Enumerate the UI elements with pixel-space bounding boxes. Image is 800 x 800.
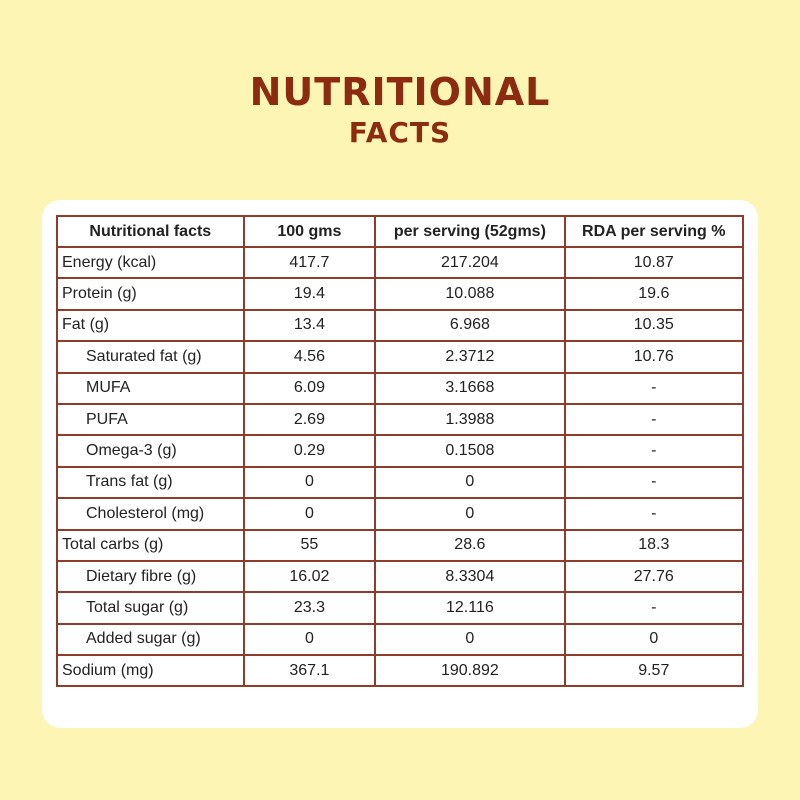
cell: 417.7	[242, 245, 377, 280]
table-row: Total carbs (g) 55 28.6 18.3	[56, 528, 745, 562]
table-row: Fat (g) 13.4 6.968 10.35	[56, 308, 745, 343]
table-row: PUFA 2.69 1.3988-	[56, 402, 745, 437]
cell: 0	[374, 465, 566, 500]
table-row: Total sugar (g) 23.3 12.116-	[56, 591, 745, 625]
cell: 0	[242, 622, 377, 657]
cell: 2.69	[242, 402, 377, 437]
header-cell: RDA per serving %	[563, 215, 745, 248]
row-label: Omega-3 (g)	[56, 434, 245, 468]
cell: 0	[374, 497, 566, 531]
cell: -	[563, 497, 745, 531]
cell: 13.4	[242, 308, 377, 343]
row-label: PUFA	[56, 402, 245, 437]
cell: 16.02	[242, 559, 377, 594]
cell: 0.1508	[374, 434, 566, 468]
cell: 10.35	[563, 308, 745, 343]
row-label: Trans fat (g)	[56, 465, 245, 500]
nutrition-table: Nutritional facts 100 gms per serving (52g…	[56, 215, 745, 688]
cell: 2.3712	[374, 340, 566, 374]
row-label: Sodium (mg)	[56, 654, 245, 688]
row-label: Energy (kcal)	[56, 245, 245, 280]
subtitle: FACTS	[348, 116, 452, 149]
cell: 0	[242, 497, 377, 531]
cell: 28.6	[374, 528, 566, 562]
table-row: Trans fat (g) 0 0-	[56, 465, 745, 500]
table-body: Energy (kcal) 417.7 217.204 10.87 Protein (g…	[56, 245, 745, 688]
cell: -	[563, 465, 745, 500]
table-row: Dietary fibre (g) 16.02 8.3304 27.76	[56, 559, 745, 594]
cell: 55	[242, 528, 377, 562]
cell: 12.116	[374, 591, 566, 625]
row-label: Fat (g)	[56, 308, 245, 343]
cell: 10.76	[563, 340, 745, 374]
cell: 10.87	[563, 245, 745, 280]
cell: 190.892	[374, 654, 566, 688]
cell: -	[563, 402, 745, 437]
row-label: Protein (g)	[56, 277, 245, 311]
table-row: Saturated fat (g) 4.56 2.3712 10.76	[56, 340, 745, 374]
cell: 367.1	[242, 654, 377, 688]
cell: 1.3988	[374, 402, 566, 437]
cell: 4.56	[242, 340, 377, 374]
cell: 6.968	[374, 308, 566, 343]
table-row: Protein (g) 19.4 10.088 19.6	[56, 277, 745, 311]
cell: 23.3	[242, 591, 377, 625]
row-label: MUFA	[56, 371, 245, 405]
cell: 6.09	[242, 371, 377, 405]
cell: 19.4	[242, 277, 377, 311]
cell: 8.3304	[374, 559, 566, 594]
row-label: Added sugar (g)	[56, 622, 245, 657]
table-row: MUFA 6.09 3.1668-	[56, 371, 745, 405]
cell: 9.57	[563, 654, 745, 688]
cell: 0	[563, 622, 745, 657]
cell: 19.6	[563, 277, 745, 311]
header-cell: 100 gms	[242, 215, 377, 248]
cell: 18.3	[563, 528, 745, 562]
cell: 0	[374, 622, 566, 657]
row-label: Total carbs (g)	[56, 528, 245, 562]
row-label: Total sugar (g)	[56, 591, 245, 625]
cell: 27.76	[563, 559, 745, 594]
cell: 217.204	[374, 245, 566, 280]
table-row: Added sugar (g) 0 0 0	[56, 622, 745, 657]
cell: 0	[242, 465, 377, 500]
title: NUTRITIONAL	[249, 70, 551, 114]
cell: 3.1668	[374, 371, 566, 405]
header-cell: per serving (52gms)	[374, 215, 566, 248]
row-label: Dietary fibre (g)	[56, 559, 245, 594]
row-label: Saturated fat (g)	[56, 340, 245, 374]
row-label: Cholesterol (mg)	[56, 497, 245, 531]
cell: -	[563, 434, 745, 468]
table-row: Omega-3 (g) 0.29 0.1508-	[56, 434, 745, 468]
table-row: Cholesterol (mg) 0 0-	[56, 497, 745, 531]
table-row: Sodium (mg) 367.1 190.892 9.57	[56, 654, 745, 688]
header-cell: Nutritional facts	[56, 215, 245, 248]
cell: 10.088	[374, 277, 566, 311]
cell: -	[563, 591, 745, 625]
cell: -	[563, 371, 745, 405]
table-row: Energy (kcal) 417.7 217.204 10.87	[56, 245, 745, 280]
cell: 0.29	[242, 434, 377, 468]
header-row: Nutritional facts 100 gms per serving (52g…	[56, 215, 745, 248]
